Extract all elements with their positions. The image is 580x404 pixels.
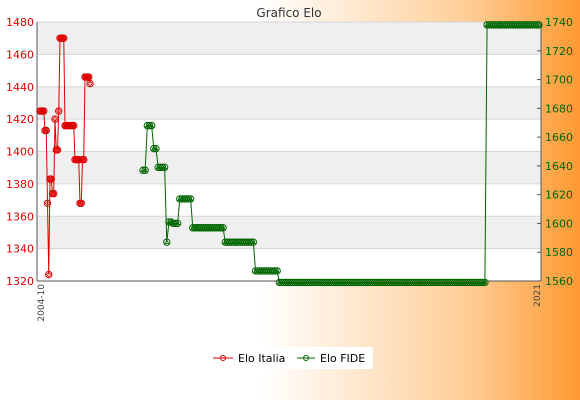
data-point-diamond	[44, 200, 51, 206]
data-point	[219, 224, 227, 232]
data-point	[50, 189, 58, 198]
data-point	[70, 121, 78, 130]
data-point	[45, 270, 53, 279]
data-point-diamond	[46, 271, 52, 278]
data-point-diamond	[78, 200, 84, 206]
data-point	[152, 144, 160, 153]
data-point	[53, 146, 62, 154]
left-tick-label: 1320	[6, 275, 34, 288]
data-point-diamond	[48, 176, 54, 182]
data-point	[273, 267, 281, 275]
left-tick-label: 1440	[6, 81, 34, 94]
data-point	[147, 121, 156, 130]
left-tick-label: 1460	[6, 48, 34, 61]
right-tick-label: 1640	[545, 160, 573, 173]
data-point-diamond	[61, 35, 67, 41]
legend-item-elo-fide[interactable]: Elo FIDE	[297, 352, 365, 365]
data-point-triangle	[250, 239, 256, 244]
data-point	[535, 21, 543, 29]
data-point-diamond	[71, 122, 77, 129]
data-point	[40, 107, 48, 115]
plot-band	[37, 216, 541, 249]
left-tick-label: 1400	[6, 146, 34, 159]
data-point-triangle	[164, 239, 170, 244]
data-point-diamond	[56, 108, 62, 114]
legend-box	[205, 347, 373, 369]
legend-item-elo-italia[interactable]: Elo Italia	[213, 352, 285, 365]
right-tick-label: 1560	[545, 275, 573, 288]
legend-marker-elo-fide	[303, 355, 309, 361]
legend: Elo Italia Elo FIDE	[205, 347, 373, 369]
right-tick-label: 1600	[545, 217, 573, 230]
data-point	[77, 199, 85, 208]
left-tick-label: 1480	[6, 16, 34, 29]
data-point	[160, 163, 169, 172]
data-point-triangle	[175, 220, 181, 226]
data-point-diamond	[41, 108, 47, 114]
data-point-diamond	[43, 127, 49, 134]
data-point-triangle	[162, 164, 168, 170]
data-point-triangle	[220, 224, 226, 230]
data-point	[249, 238, 258, 246]
series-elo-fide	[139, 21, 543, 287]
legend-label-elo-italia: Elo Italia	[238, 352, 285, 365]
right-tick-label: 1680	[545, 102, 573, 115]
data-point	[173, 219, 182, 228]
data-point-triangle	[188, 196, 194, 201]
data-point-diamond	[86, 74, 92, 80]
legend-label-elo-fide: Elo FIDE	[320, 352, 365, 365]
right-tick-label: 1720	[545, 45, 573, 58]
data-point-diamond	[51, 190, 57, 197]
left-tick-label: 1340	[6, 243, 34, 256]
left-tick-label: 1420	[6, 113, 34, 126]
plot-band	[37, 22, 541, 55]
data-point-triangle	[149, 122, 155, 128]
data-point	[60, 34, 68, 42]
data-point	[55, 107, 63, 115]
data-point	[481, 278, 489, 287]
data-point	[86, 79, 94, 88]
data-point	[186, 195, 195, 203]
data-point-triangle	[153, 145, 159, 151]
data-point	[51, 115, 59, 123]
legend-marker-elo-italia	[220, 355, 226, 361]
data-point-diamond	[54, 147, 61, 153]
data-point-diamond	[81, 156, 87, 163]
data-point	[47, 175, 55, 183]
grid-lines	[37, 21, 541, 282]
right-tick-label: 1740	[545, 16, 573, 29]
data-point-triangle	[482, 279, 488, 285]
data-point-diamond	[87, 80, 93, 87]
data-point-triangle	[536, 21, 542, 27]
series-elo-italia	[36, 34, 94, 279]
right-tick-label: 1700	[545, 74, 573, 87]
data-point-triangle	[142, 167, 148, 173]
data-point-triangle	[274, 267, 280, 273]
right-tick-label: 1620	[545, 189, 573, 202]
data-point-diamond	[52, 116, 58, 122]
data-point	[42, 126, 50, 135]
data-point	[141, 166, 149, 174]
x-tick-label: 2004-10	[37, 284, 47, 322]
left-tick-label: 1360	[6, 210, 34, 223]
right-tick-label: 1580	[545, 246, 573, 259]
left-tick-label: 1380	[6, 178, 34, 191]
x-tick-label: 2021	[533, 284, 543, 307]
data-point	[43, 199, 52, 208]
right-tick-label: 1660	[545, 131, 573, 144]
plot-band	[37, 86, 541, 120]
chart-title: Grafico Elo	[256, 6, 321, 20]
data-point	[80, 155, 88, 164]
left-axis-ticks: 1320 1340 1360 1380 1400 1420 1440 1460 1480	[6, 16, 34, 288]
plot-band	[37, 151, 541, 184]
right-axis-ticks: 1560 1580 1600 1620 1640 1660 1680 1700 1720 1740	[537, 16, 573, 288]
x-axis-ticks: 2004-10 2021	[37, 284, 543, 322]
data-point	[163, 238, 171, 246]
